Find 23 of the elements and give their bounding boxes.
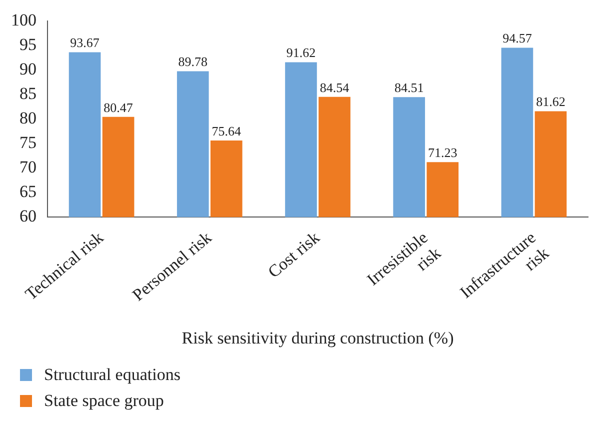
y-tick-label: 85 (20, 84, 36, 104)
data-label: 84.54 (320, 80, 350, 95)
y-tick-label: 90 (20, 60, 36, 79)
legend-label: Structural equations (44, 365, 180, 385)
data-label: 71.23 (428, 145, 458, 160)
data-label: 81.62 (536, 94, 566, 110)
data-label: 93.67 (70, 35, 100, 50)
y-tick-label: 75 (20, 133, 36, 152)
data-label: 80.47 (104, 100, 134, 115)
y-tick-label: 65 (20, 182, 36, 202)
data-label: 75.64 (212, 123, 242, 138)
data-label: 91.62 (286, 45, 316, 60)
y-tick-label: 60 (20, 206, 36, 226)
y-tick-label: 100 (11, 10, 36, 30)
x-axis-title: Risk sensitivity during construction (%) (182, 328, 454, 348)
data-label: 94.57 (502, 30, 532, 46)
x-tick-label: Cost risk (264, 228, 324, 282)
y-tick-label: 70 (20, 158, 36, 177)
y-tick-label: 95 (20, 35, 36, 54)
legend-label: State space group (44, 391, 164, 411)
y-tick-label: 80 (20, 108, 36, 128)
data-label: 84.51 (394, 80, 424, 95)
data-label: 89.78 (178, 54, 208, 70)
